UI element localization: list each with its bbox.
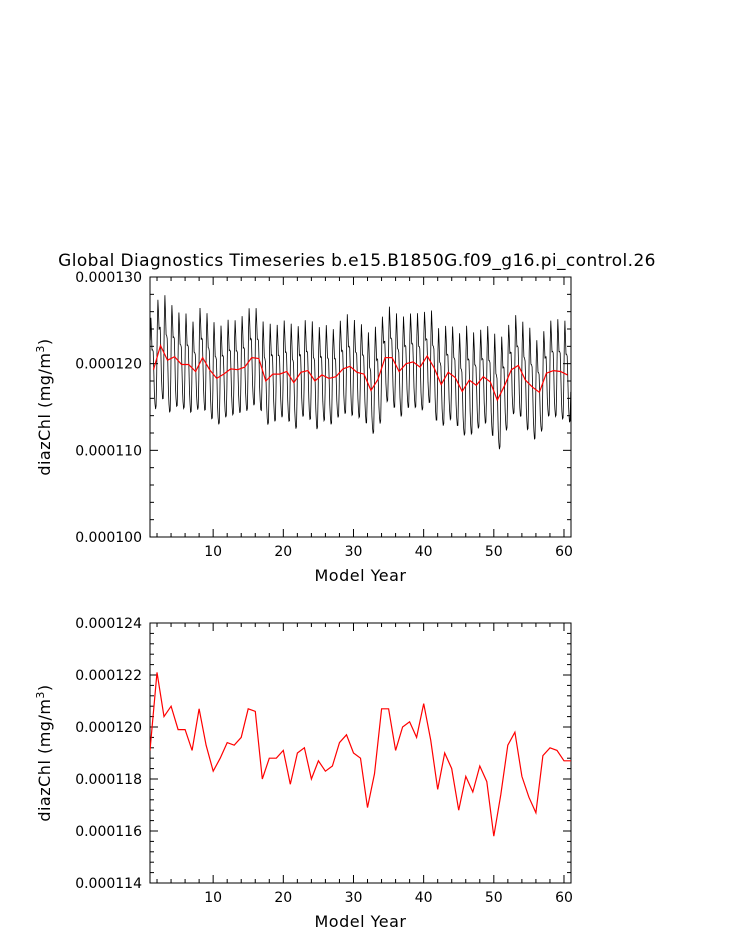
x-tick-label: 50 bbox=[485, 544, 503, 560]
y-tick-label: 0.000114 bbox=[75, 876, 142, 892]
x-tick-label: 60 bbox=[555, 544, 573, 560]
x-tick-label: 30 bbox=[345, 890, 363, 906]
y-tick-label: 0.000100 bbox=[75, 530, 142, 546]
series-line-monthly bbox=[150, 295, 571, 450]
y-axis-label: diazChl (mg/m3) bbox=[34, 684, 54, 821]
series-line-annual bbox=[150, 672, 571, 837]
x-tick-label: 40 bbox=[415, 544, 433, 560]
y-axis-label: diazChl (mg/m3) bbox=[34, 338, 54, 475]
chart-title: Global Diagnostics Timeseries b.e15.B185… bbox=[58, 251, 656, 271]
y-tick-label: 0.000120 bbox=[75, 357, 142, 373]
series-line-annual bbox=[152, 343, 568, 402]
plot-frame bbox=[149, 622, 572, 884]
x-tick-label: 10 bbox=[204, 890, 222, 906]
x-tick-label: 20 bbox=[274, 544, 292, 560]
x-tick-label: 50 bbox=[485, 890, 503, 906]
x-tick-label: 40 bbox=[415, 890, 433, 906]
y-tick-label: 0.000116 bbox=[75, 824, 142, 840]
x-tick-label: 20 bbox=[274, 890, 292, 906]
x-tick-label: 30 bbox=[345, 544, 363, 560]
plot-frame bbox=[149, 276, 572, 538]
x-tick-label: 60 bbox=[555, 890, 573, 906]
y-tick-label: 0.000110 bbox=[75, 443, 142, 459]
bottom-panel: 10 20 30 40 50 60 0.000114 0.000116 0.000118 0.00… bbox=[34, 616, 573, 931]
x-tick-label: 10 bbox=[204, 544, 222, 560]
y-tick-label: 0.000120 bbox=[75, 720, 142, 736]
y-tick-label: 0.000130 bbox=[75, 270, 142, 286]
top-panel: 10 20 30 40 50 60 0.000100 0.000110 0.000120 0.00… bbox=[34, 270, 573, 585]
x-axis-label: Model Year bbox=[315, 912, 407, 931]
x-axis-label: Model Year bbox=[315, 566, 407, 585]
y-tick-label: 0.000118 bbox=[75, 772, 142, 788]
y-tick-label: 0.000124 bbox=[75, 616, 142, 632]
y-tick-label: 0.000122 bbox=[75, 668, 142, 684]
